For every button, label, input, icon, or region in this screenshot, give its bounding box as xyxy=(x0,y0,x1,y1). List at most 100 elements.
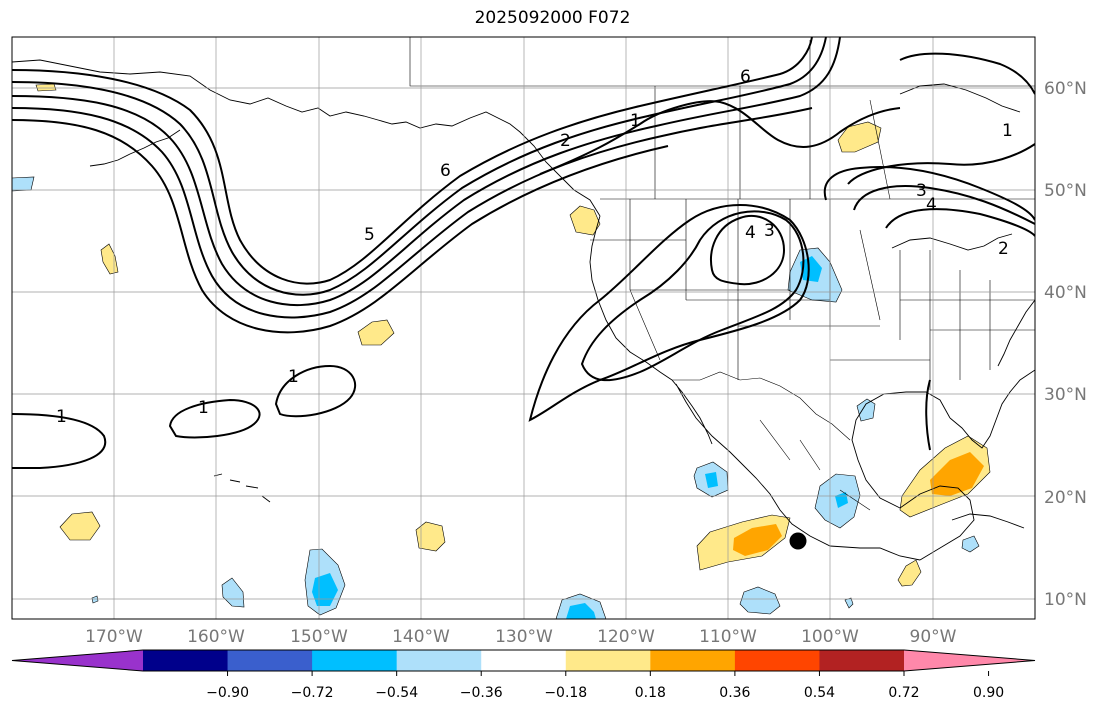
positive-anomaly-regions xyxy=(35,83,991,587)
lat-label: 40°N xyxy=(1044,283,1087,303)
bc-coast xyxy=(589,215,673,381)
colorbar-segment xyxy=(143,650,229,671)
neg-region-baja-west-core xyxy=(705,472,718,488)
coastlines xyxy=(12,59,1035,561)
neg-region-gulf-north xyxy=(856,398,876,422)
contour-label: 6 xyxy=(440,161,451,181)
colorbar-tick-label: −0.90 xyxy=(206,685,249,701)
colorbar-segment xyxy=(819,650,905,671)
contour-label: 3 xyxy=(916,181,927,201)
lon-label: 140°W xyxy=(392,627,450,647)
lat-label: 10°N xyxy=(1044,590,1087,610)
neg-region-pacific-a xyxy=(221,577,245,608)
contour-line xyxy=(710,215,786,286)
contour-line xyxy=(885,208,1035,237)
contour-labels: 1 1 1 6 5 2 1 6 4 3 3 4 1 2 xyxy=(56,67,1013,427)
lon-label: 120°W xyxy=(597,627,655,647)
pos-region-gulf-core xyxy=(930,452,984,496)
pos-region-hudson xyxy=(837,121,882,153)
contour-label: 5 xyxy=(364,225,375,245)
pos-region-pacific-d xyxy=(59,511,101,541)
us-state-lines-east xyxy=(899,250,1035,390)
negative-anomaly-regions xyxy=(12,176,980,619)
pos-region-oregon xyxy=(569,205,601,236)
us-east-coast xyxy=(997,299,1035,367)
graticule xyxy=(12,37,1035,619)
contour-label: 4 xyxy=(926,195,937,215)
baja-california xyxy=(671,379,921,561)
colorbar-segment xyxy=(481,650,567,671)
map-title: 2025092000 F072 xyxy=(474,8,631,28)
colorbar-tick-label: −0.54 xyxy=(375,685,418,701)
colorbar: −0.90 −0.72 −0.54 −0.36 −0.18 0.18 0.36 0.54 0.7… xyxy=(11,649,1036,701)
colorbar-segment xyxy=(650,650,736,671)
colorbar-segment xyxy=(396,650,482,671)
colorbar-tick-label: 0.36 xyxy=(719,685,750,701)
contour-label: 3 xyxy=(764,221,775,241)
neg-region-pacific-c-core xyxy=(566,603,596,619)
colorbar-segment xyxy=(227,650,313,671)
colorbar-extend-min xyxy=(12,650,143,671)
contour-line xyxy=(847,143,1035,185)
contour-line xyxy=(274,364,357,418)
contour-line xyxy=(528,204,810,422)
pos-region-pacific-b xyxy=(100,243,119,275)
mexico-gulf-coast xyxy=(851,391,975,561)
contour-label: 1 xyxy=(56,407,67,427)
political-borders xyxy=(409,37,1035,511)
colorbar-tick-label: 0.54 xyxy=(804,685,835,701)
pos-region-mexico-pacific-core xyxy=(733,524,782,556)
contour-line xyxy=(899,52,1035,95)
contour-label: 6 xyxy=(740,67,751,87)
colorbar-outline xyxy=(11,649,1036,672)
contour-line xyxy=(12,107,813,319)
colorbar-tick-label: 0.90 xyxy=(973,685,1004,701)
contour-lines xyxy=(12,37,1035,469)
alaska-canada-border xyxy=(409,37,1035,87)
colorbar-extend-max xyxy=(904,650,1035,671)
contour-line xyxy=(12,37,841,307)
contour-line xyxy=(12,119,669,334)
neg-region-pacific-d xyxy=(739,586,781,615)
hawaii-islands xyxy=(213,473,271,503)
colorbar-tick-label: −0.36 xyxy=(460,685,503,701)
contour-label: 1 xyxy=(1002,121,1013,141)
pos-region-pacific-c xyxy=(357,319,395,346)
florida xyxy=(949,369,1035,449)
lat-label: 50°N xyxy=(1044,181,1087,201)
plot-frame xyxy=(11,36,1036,620)
neg-region-caribbean xyxy=(961,535,980,553)
lon-label: 160°W xyxy=(187,627,245,647)
lon-label: 90°W xyxy=(910,627,957,647)
contour-label: 2 xyxy=(560,131,571,151)
storm-center-marker xyxy=(789,532,807,550)
contour-line xyxy=(12,37,827,296)
cuba xyxy=(951,513,1025,529)
pos-region-pacific-e xyxy=(415,521,446,552)
contour-line xyxy=(539,100,901,175)
pos-region-pacific-a xyxy=(35,83,57,92)
contour-label: 2 xyxy=(998,239,1009,259)
mexico-state-lines xyxy=(759,419,871,511)
alaska-coast xyxy=(12,59,601,217)
colorbar-tick-label: 0.18 xyxy=(635,685,666,701)
lon-label: 170°W xyxy=(85,627,143,647)
colorbar-tick-label: 0.72 xyxy=(888,685,919,701)
lat-label: 60°N xyxy=(1044,79,1087,99)
contour-line xyxy=(12,37,813,285)
lon-label: 130°W xyxy=(495,627,553,647)
contour-line xyxy=(853,185,1035,225)
neg-region-pacific-b xyxy=(91,595,99,604)
contour-label: 1 xyxy=(630,111,641,131)
lon-label: 110°W xyxy=(699,627,757,647)
contour-line xyxy=(580,210,805,382)
contour-line xyxy=(12,379,931,469)
contour-line xyxy=(823,165,1035,221)
lon-label: 150°W xyxy=(290,627,348,647)
colorbar-segment xyxy=(312,650,398,671)
anomaly-shading xyxy=(12,83,991,619)
latitude-labels: 10°N 20°N 30°N 40°N 50°N 60°N xyxy=(1044,79,1087,610)
neg-region-hawaii-south-core xyxy=(312,573,338,606)
contour-label: 1 xyxy=(288,367,299,387)
